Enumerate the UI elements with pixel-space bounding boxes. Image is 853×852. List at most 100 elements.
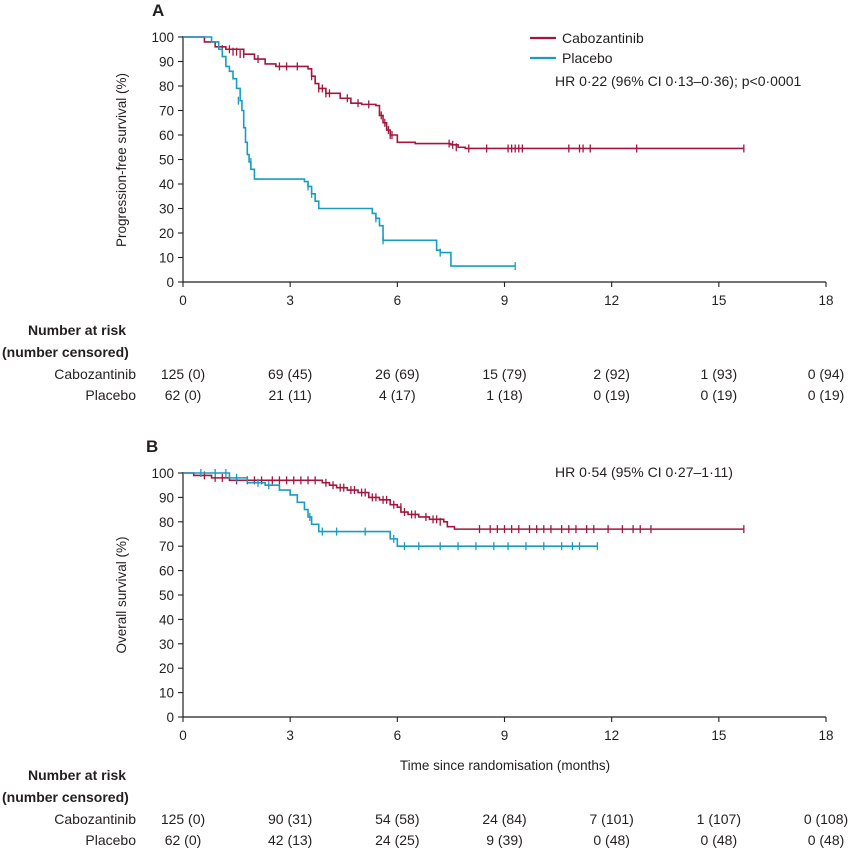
panel-a-hazard-ratio: HR 0·22 (96% CI 0·13–0·36); p<0·0001	[555, 73, 802, 89]
panel-b-x-tick-label: 0	[179, 728, 187, 743]
panel-a-y-tick-label: 10	[159, 251, 174, 266]
panel-a: A 0 10 20 30 40 50 60 70 80 90 100 0 3 6 9 12 15 18 Prog…	[2, 1, 844, 403]
risk-table-title: Number at risk	[28, 767, 126, 783]
panel-b-x-tick-label: 3	[286, 728, 294, 743]
panel-a-risk-value-placebo: 1 (18)	[486, 387, 523, 403]
panel-a-y-tick-label: 50	[159, 153, 174, 168]
panel-b: B 0 10 20 30 40 50 60 70 80 90 100 0 3 6 9 12 15 18 Over…	[2, 437, 848, 848]
panel-b-series	[183, 469, 745, 551]
panel-b-y-tick-label: 70	[159, 539, 174, 554]
panel-a-x-tick-labels: 0 3 6 9 12 15 18	[179, 293, 833, 308]
panel-a-risk-value-placebo: 0 (19)	[808, 387, 845, 403]
panel-a-risk-value-cabozantinib: 1 (93)	[701, 366, 738, 382]
panel-a-risk-value-cabozantinib: 0 (94)	[808, 366, 845, 382]
panel-a-y-tick-labels: 0 10 20 30 40 50 60 70 80 90 100	[151, 30, 174, 290]
panel-b-risk-value-placebo: 62 (0)	[165, 832, 202, 848]
panel-b-y-tick-label: 30	[159, 637, 174, 652]
panel-a-x-tick-label: 12	[604, 293, 619, 308]
panel-a-risk-value-cabozantinib: 125 (0)	[161, 366, 205, 382]
panel-b-risk-value-placebo: 0 (48)	[701, 832, 738, 848]
panel-a-risk-table: Number at risk (number censored) Cabozan…	[2, 322, 844, 403]
legend-cabozantinib-label: Cabozantinib	[562, 30, 644, 46]
panel-b-risk-value-placebo: 0 (48)	[808, 832, 845, 848]
panel-b-y-tick-labels: 0 10 20 30 40 50 60 70 80 90 100	[151, 466, 174, 725]
panel-b-y-axis-title: Overall survival (%)	[114, 536, 129, 653]
risk-row-label-placebo: Placebo	[85, 832, 136, 848]
panel-b-x-tick-label: 6	[394, 728, 402, 743]
panel-b-y-tick-label: 60	[159, 564, 174, 579]
panel-b-risk-value-cabozantinib: 0 (108)	[804, 811, 848, 827]
panel-b-risk-value-placebo: 24 (25)	[375, 832, 419, 848]
panel-b-y-tick-label: 10	[159, 686, 174, 701]
panel-b-risk-value-placebo: 0 (48)	[593, 832, 630, 848]
panel-b-risk-value-placebo: 42 (13)	[268, 832, 312, 848]
panel-a-y-tick-label: 40	[159, 177, 174, 192]
panel-a-label: A	[152, 1, 164, 20]
panel-a-y-tick-label: 90	[159, 55, 174, 70]
panel-a-y-tick-label: 80	[159, 79, 174, 94]
panel-a-risk-value-cabozantinib: 26 (69)	[375, 366, 419, 382]
panel-a-risk-value-placebo: 0 (19)	[701, 387, 738, 403]
risk-row-label-cabozantinib: Cabozantinib	[54, 366, 136, 382]
panel-b-risk-table: Number at risk (number censored) Cabozan…	[2, 767, 848, 848]
panel-b-label: B	[146, 437, 158, 456]
panel-a-risk-value-cabozantinib: 15 (79)	[482, 366, 526, 382]
panel-b-risk-value-cabozantinib: 125 (0)	[161, 811, 205, 827]
panel-b-y-tick-label: 90	[159, 490, 174, 505]
panel-b-x-tick-label: 18	[818, 728, 833, 743]
legend-placebo-label: Placebo	[562, 50, 613, 66]
panel-b-y-tick-label: 80	[159, 515, 174, 530]
panel-b-risk-values: 125 (0) 90 (31) 54 (58) 24 (84) 7 (101) 1 (10…	[161, 811, 848, 848]
panel-a-y-tick-label: 100	[151, 30, 174, 45]
panel-b-y-tick-label: 50	[159, 588, 174, 603]
panel-b-x-tick-label: 15	[711, 728, 726, 743]
panel-a-y-axis-title: Progression-free survival (%)	[114, 73, 129, 247]
panel-a-placebo-curve	[183, 36, 516, 267]
panel-a-risk-value-placebo: 4 (17)	[379, 387, 416, 403]
panel-a-risk-values: 125 (0) 69 (45) 26 (69) 15 (79) 2 (92) 1 (93)…	[161, 366, 844, 403]
panel-b-y-tick-label: 40	[159, 612, 174, 627]
panel-a-risk-value-placebo: 21 (11)	[269, 387, 312, 403]
panel-b-x-tick-labels: 0 3 6 9 12 15 18	[179, 728, 833, 743]
panel-b-y-tick-label: 100	[151, 466, 174, 481]
panel-a-x-tick-label: 3	[286, 293, 294, 308]
panel-a-x-tick-label: 9	[501, 293, 509, 308]
panel-a-y-tick-label: 60	[159, 128, 174, 143]
risk-table-subtitle: (number censored)	[2, 789, 129, 805]
panel-b-hazard-ratio: HR 0·54 (95% CI 0·27–1·11)	[555, 464, 733, 480]
panel-b-y-tick-label: 20	[159, 661, 174, 676]
panel-a-cabozantinib-curve	[183, 36, 744, 150]
risk-table-title: Number at risk	[28, 322, 126, 338]
panel-b-risk-value-cabozantinib: 24 (84)	[482, 811, 526, 827]
panel-a-y-tick-label: 20	[159, 226, 174, 241]
panel-b-risk-value-cabozantinib: 7 (101)	[589, 811, 633, 827]
panel-b-x-tick-label: 9	[501, 728, 509, 743]
panel-b-risk-value-cabozantinib: 90 (31)	[268, 811, 312, 827]
legend: Cabozantinib Placebo	[530, 30, 644, 66]
panel-b-risk-value-cabozantinib: 54 (58)	[375, 811, 419, 827]
panel-b-ticks	[178, 472, 827, 722]
panel-a-series	[183, 36, 745, 271]
panel-a-x-tick-label: 6	[394, 293, 402, 308]
panel-b-x-axis-title: Time since randomisation (months)	[400, 758, 610, 773]
panel-a-y-tick-label: 30	[159, 202, 174, 217]
panel-a-y-tick-label: 70	[159, 104, 174, 119]
panel-a-risk-value-cabozantinib: 69 (45)	[268, 366, 312, 382]
panel-a-risk-value-placebo: 0 (19)	[593, 387, 630, 403]
panel-b-cabozantinib-curve	[183, 472, 744, 530]
panel-a-x-tick-label: 18	[818, 293, 833, 308]
panel-b-y-tick-label: 0	[166, 710, 174, 725]
risk-table-subtitle: (number censored)	[2, 344, 129, 360]
risk-row-label-placebo: Placebo	[85, 387, 136, 403]
panel-b-risk-value-placebo: 9 (39)	[486, 832, 523, 848]
panel-b-x-tick-label: 12	[604, 728, 619, 743]
panel-a-x-tick-label: 0	[179, 293, 187, 308]
panel-b-risk-value-cabozantinib: 1 (107)	[697, 811, 741, 827]
panel-a-risk-value-cabozantinib: 2 (92)	[593, 366, 630, 382]
panel-a-ticks	[178, 36, 827, 287]
panel-a-x-tick-label: 15	[711, 293, 726, 308]
panel-a-y-tick-label: 0	[166, 275, 174, 290]
panel-b-placebo-curve	[183, 472, 598, 547]
risk-row-label-cabozantinib: Cabozantinib	[54, 811, 136, 827]
